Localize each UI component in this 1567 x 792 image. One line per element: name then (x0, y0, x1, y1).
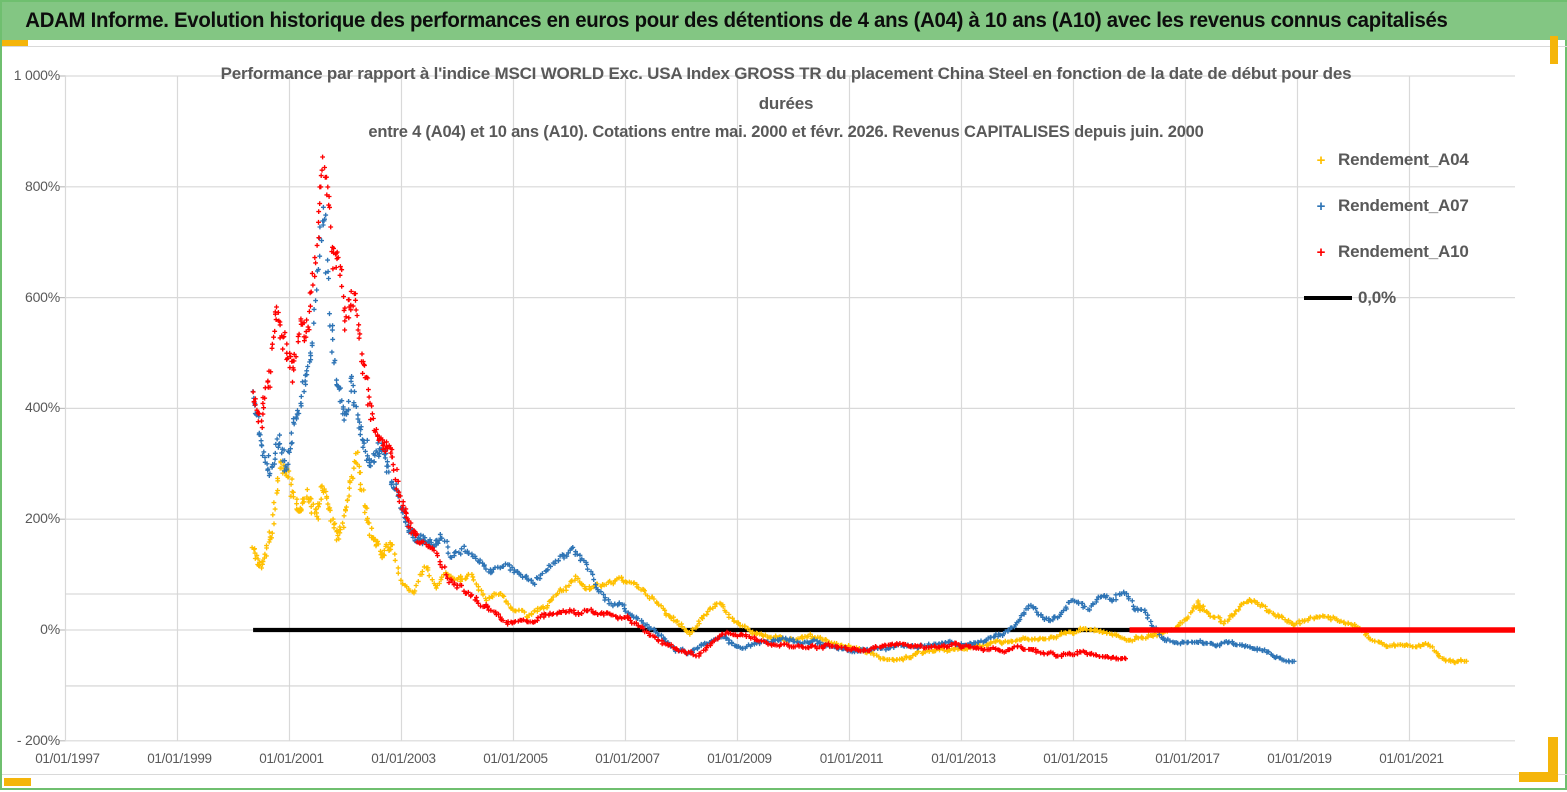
chart-title-line2[interactable]: durées (758, 94, 814, 113)
x-tick-label: 01/01/2017 (1155, 751, 1220, 766)
legend-plus-marker-icon: + (1316, 243, 1326, 261)
chart-legend[interactable]: + Rendement_A04 + Rendement_A07 + Rendement_A… (1304, 145, 1544, 329)
y-tick-label: 1 000% (13, 67, 60, 83)
banner-title: ADAM Informe. Evolution historique des p… (25, 9, 1448, 32)
y-tick-label: 400% (24, 399, 60, 416)
legend-plus-marker-icon: + (1316, 197, 1326, 215)
chart-title-line1[interactable]: Performance par rapport à l'indice MSCI … (220, 64, 1352, 83)
series-Rendement_A04[interactable] (249, 449, 1469, 666)
x-tick-label: 01/01/1997 (35, 751, 100, 766)
y-tick-label: 600% (24, 288, 60, 305)
x-tick-label: 01/01/2007 (595, 751, 660, 766)
legend-line-swatch (1304, 296, 1352, 300)
banner: ADAM Informe. Evolution historique des p… (2, 2, 1567, 40)
legend-label: Rendement_A04 (1338, 150, 1469, 169)
x-tick-label: 01/01/2013 (931, 751, 996, 766)
legend-label: Rendement_A07 (1338, 196, 1469, 215)
x-tick-label: 01/01/2011 (819, 751, 884, 766)
top-separator (2, 46, 1567, 47)
x-tick-label: 01/01/2003 (371, 751, 436, 766)
x-tick-label: 01/01/2001 (259, 751, 324, 766)
gold-accent-top-left (2, 40, 28, 46)
legend-item-Rendement-A04[interactable]: + Rendement_A04 (1304, 145, 1544, 175)
chart-title-line3[interactable]: entre 4 (A04) et 10 ans (A10). Cotations… (368, 123, 1204, 141)
bottom-separator (2, 774, 1567, 775)
legend-item-Rendement-A07[interactable]: + Rendement_A07 (1304, 191, 1544, 221)
y-tick-label: 0% (40, 621, 60, 637)
series-Rendement_A07[interactable] (250, 204, 1297, 665)
legend-item-0-0-[interactable]: 0,0% (1304, 283, 1544, 313)
y-tick-label: 200% (24, 510, 60, 527)
x-tick-label: 01/01/2009 (707, 751, 772, 766)
x-tick-label: 01/01/2021 (1379, 751, 1444, 766)
x-tick-label: 01/01/1999 (147, 751, 212, 766)
legend-plus-marker-icon: + (1316, 151, 1326, 169)
x-tick-label: 01/01/2019 (1267, 751, 1332, 766)
x-tick-label: 01/01/2015 (1043, 751, 1108, 766)
gold-accent-bottom-right (1519, 772, 1558, 782)
gold-accent-bottom-left (4, 778, 31, 786)
series-Rendement_A10[interactable] (250, 154, 1128, 662)
x-tick-label: 01/01/2005 (483, 751, 548, 766)
legend-label: 0,0% (1358, 288, 1396, 307)
gold-accent-right-bar (1548, 737, 1558, 782)
gold-accent-top-right (1550, 36, 1558, 64)
legend-item-Rendement-A10[interactable]: + Rendement_A10 (1304, 237, 1544, 267)
y-tick-label: 800% (24, 177, 60, 194)
y-tick-label: - 200% (16, 731, 60, 748)
legend-label: Rendement_A10 (1338, 242, 1469, 261)
